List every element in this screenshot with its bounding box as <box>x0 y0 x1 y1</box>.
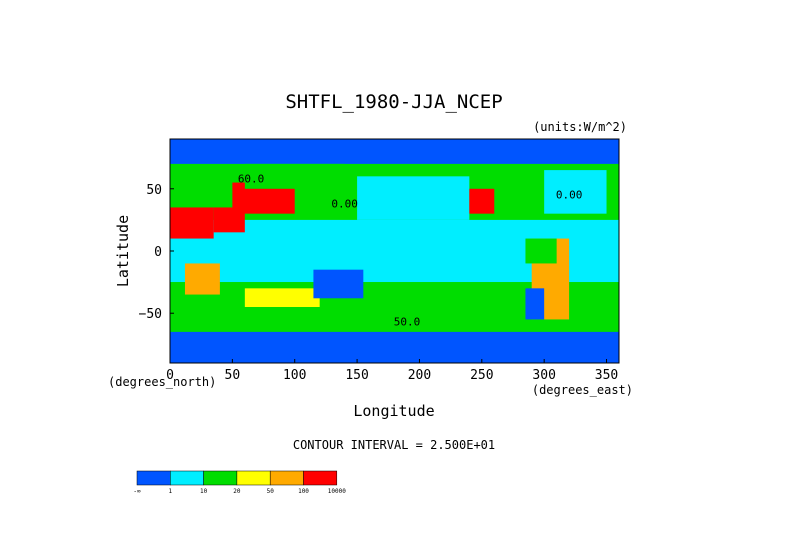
x-tick-label: 200 <box>408 368 431 383</box>
colorbar-swatch <box>170 470 204 486</box>
x-axis-label: Longitude <box>353 402 434 420</box>
contour-label: 0.00 <box>331 197 358 210</box>
x-tick-label: 50 <box>225 368 241 383</box>
y-axis-ticks: 50 0 −50 <box>139 183 174 322</box>
colorbar-label: 100 <box>298 488 309 495</box>
y-unit-label: (degrees_north) <box>108 375 216 389</box>
heatmap-regions <box>170 139 619 363</box>
x-tick-label: 300 <box>532 368 555 383</box>
y-tick-label: 0 <box>154 245 162 260</box>
region-north-america-west <box>469 188 495 214</box>
region-north-africa <box>170 207 214 239</box>
contour-label: 50.0 <box>394 316 421 329</box>
colorbar-label: 10000 <box>328 488 346 495</box>
x-unit-label: (degrees_east) <box>532 383 633 397</box>
colorbar-swatch <box>269 470 304 486</box>
colorbar-label: 20 <box>233 488 241 495</box>
y-axis-label: Latitude <box>114 215 132 287</box>
colorbar-swatch <box>236 470 271 486</box>
x-axis-ticks: 0 50 100 150 200 250 300 350 <box>166 359 618 383</box>
region-south-america-north <box>525 238 557 264</box>
region-arctic <box>170 139 619 164</box>
x-tick-label: 350 <box>595 368 618 383</box>
contour-interval: CONTOUR INTERVAL = 2.500E+01 <box>293 438 495 452</box>
region-antarctic <box>170 331 619 363</box>
y-tick-label: −50 <box>139 307 162 322</box>
colorbar: -∞ 1 10 20 50 100 10000 <box>133 470 346 495</box>
colorbar-label: 10 <box>200 488 208 495</box>
contour-label: 60.0 <box>238 173 265 186</box>
plot-area <box>170 139 619 363</box>
region-australia <box>313 269 364 299</box>
region-southern-ocean-yellow <box>244 288 320 307</box>
colorbar-label: -∞ <box>133 488 141 495</box>
colorbar-swatch <box>303 470 338 486</box>
y-tick-label: 50 <box>146 183 162 198</box>
contour-label: 0.00 <box>556 189 583 202</box>
x-tick-label: 100 <box>283 368 306 383</box>
x-tick-label: 250 <box>470 368 493 383</box>
region-north-atlantic <box>544 170 607 214</box>
region-southern-africa <box>184 263 220 295</box>
colorbar-swatch <box>136 470 171 486</box>
colorbar-swatch <box>203 470 238 486</box>
region-siberia <box>244 163 345 189</box>
units-label: (units:W/m^2) <box>533 120 627 134</box>
contour-labels: 60.0 0.00 0.00 50.0 <box>238 173 583 329</box>
colorbar-label: 50 <box>267 488 275 495</box>
x-tick-label: 150 <box>345 368 368 383</box>
chart-title: SHTFL_1980-JJA_NCEP <box>285 91 502 113</box>
colorbar-label: 1 <box>168 488 172 495</box>
region-north-pacific <box>357 176 470 220</box>
x-tick-label: 0 <box>166 368 174 383</box>
region-patagonia <box>525 288 545 320</box>
